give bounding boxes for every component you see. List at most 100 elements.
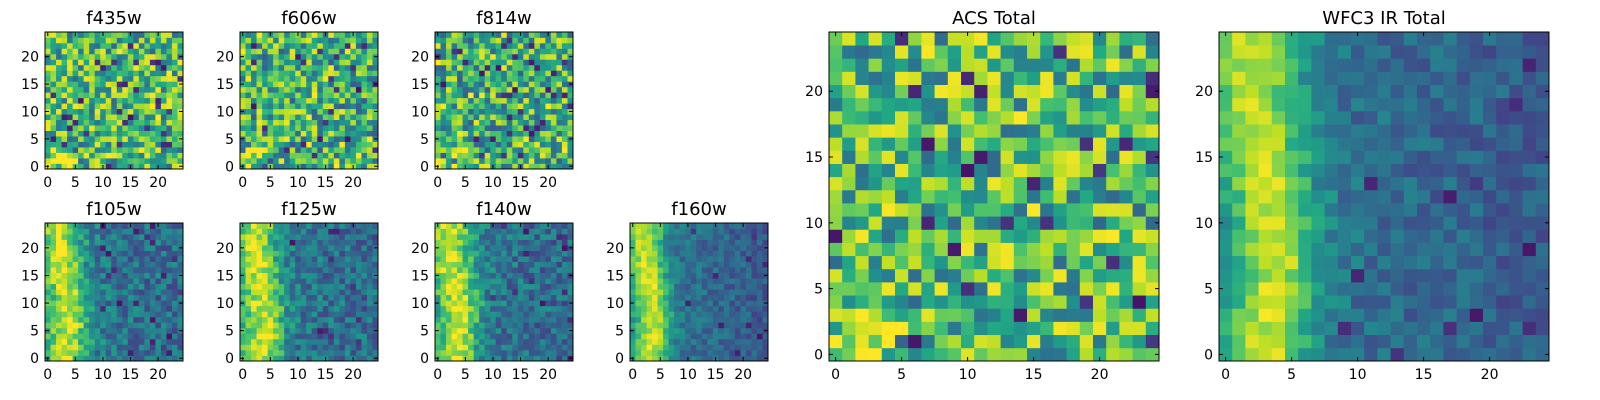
heatmap-cell bbox=[306, 272, 313, 279]
heatmap-cell bbox=[495, 152, 502, 159]
heatmap-cell bbox=[105, 223, 112, 229]
heatmap-cell bbox=[284, 81, 291, 88]
heatmap-cell bbox=[105, 256, 112, 262]
heatmap-cell bbox=[240, 311, 246, 318]
y-tick-label: 10 bbox=[216, 296, 234, 312]
heatmap-cell bbox=[50, 70, 57, 77]
heatmap-cell bbox=[446, 48, 452, 55]
heatmap-cell bbox=[306, 125, 313, 131]
heatmap-cell bbox=[1013, 282, 1028, 296]
heatmap-cell bbox=[67, 272, 73, 279]
heatmap-cell bbox=[657, 261, 664, 268]
heatmap-cell bbox=[149, 64, 156, 71]
heatmap-cell bbox=[122, 136, 129, 142]
heatmap-cell bbox=[317, 32, 324, 38]
heatmap-cell bbox=[322, 283, 329, 290]
heatmap-cell bbox=[685, 344, 692, 351]
heatmap-cell bbox=[718, 245, 725, 251]
heatmap-cell bbox=[729, 283, 736, 290]
heatmap-cell bbox=[457, 239, 463, 246]
heatmap-cell bbox=[111, 32, 118, 38]
heatmap-cells bbox=[829, 32, 1160, 362]
heatmap-cell bbox=[868, 242, 883, 257]
heatmap-cell bbox=[690, 245, 697, 251]
heatmap-cell bbox=[512, 59, 519, 66]
heatmap-cell bbox=[479, 344, 486, 351]
heatmap-cell bbox=[122, 42, 129, 49]
heatmap-cell bbox=[94, 158, 101, 164]
heatmap-cell bbox=[256, 53, 263, 60]
heatmap-cell bbox=[289, 114, 296, 121]
heatmap-cell bbox=[1132, 282, 1147, 296]
heatmap-cell bbox=[961, 308, 975, 322]
heatmap-cell bbox=[94, 75, 101, 82]
heatmap-cell bbox=[451, 92, 458, 99]
heatmap-cell bbox=[262, 70, 268, 77]
heatmap-cell bbox=[934, 216, 949, 230]
heatmap-cell bbox=[534, 267, 541, 274]
heatmap-cell bbox=[267, 311, 274, 318]
heatmap-cell bbox=[251, 283, 257, 290]
heatmap-cell bbox=[1093, 295, 1107, 309]
heatmap-cell bbox=[534, 327, 541, 334]
heatmap-cell bbox=[723, 305, 730, 312]
heatmap-cell bbox=[539, 64, 546, 71]
heatmap-cell bbox=[517, 327, 524, 334]
heatmap-cell bbox=[657, 300, 664, 307]
heatmap-cell bbox=[512, 245, 519, 251]
heatmap-cell bbox=[435, 147, 441, 153]
heatmap-cell bbox=[630, 278, 636, 285]
heatmap-cell bbox=[517, 300, 524, 307]
heatmap-cell bbox=[333, 294, 340, 301]
heatmap-cell bbox=[50, 250, 57, 257]
heatmap-cell bbox=[133, 256, 140, 262]
heatmap-cell bbox=[987, 347, 1001, 362]
heatmap-cell bbox=[908, 163, 922, 178]
heatmap-cell bbox=[457, 81, 463, 88]
heatmap-cell bbox=[78, 239, 84, 246]
heatmap-cell bbox=[495, 59, 502, 66]
heatmap-cell bbox=[745, 311, 752, 318]
heatmap-cell bbox=[490, 59, 497, 66]
heatmap-cell bbox=[539, 333, 546, 340]
heatmap-cell bbox=[855, 242, 869, 257]
heatmap-cell bbox=[267, 158, 274, 164]
heatmap-cell bbox=[50, 355, 57, 362]
heatmap-cell bbox=[712, 300, 719, 307]
heatmap-cell bbox=[361, 141, 368, 148]
heatmap-cell bbox=[89, 289, 96, 296]
heatmap-cell bbox=[630, 344, 636, 351]
heatmap-cell bbox=[1079, 189, 1094, 204]
heatmap-cell bbox=[550, 333, 557, 340]
heatmap-cell bbox=[144, 86, 151, 93]
heatmap-cell bbox=[171, 289, 178, 296]
heatmap-cell bbox=[561, 333, 568, 340]
heatmap-cell bbox=[723, 283, 730, 290]
heatmap-cell bbox=[517, 261, 524, 268]
heatmap-cell bbox=[256, 119, 263, 126]
heatmap-cell bbox=[72, 294, 79, 301]
heatmap-cell bbox=[355, 256, 362, 262]
heatmap-cell bbox=[457, 37, 463, 44]
heatmap-cell bbox=[155, 75, 162, 82]
heatmap-cell bbox=[868, 295, 883, 309]
heatmap-cell bbox=[284, 355, 291, 362]
heatmap-cell bbox=[528, 125, 535, 131]
heatmap-cell bbox=[116, 114, 123, 121]
heatmap-cell bbox=[67, 32, 73, 38]
heatmap-cell bbox=[729, 256, 736, 262]
heatmap-cell bbox=[67, 152, 73, 159]
heatmap-cell bbox=[333, 283, 340, 290]
heatmap-cell bbox=[262, 37, 268, 44]
heatmap-cell bbox=[289, 267, 296, 274]
heatmap-cell bbox=[657, 316, 664, 323]
heatmap-cell bbox=[160, 316, 167, 323]
heatmap-cell bbox=[350, 311, 357, 318]
heatmap-cell bbox=[83, 152, 90, 159]
heatmap-cell bbox=[78, 355, 84, 362]
heatmap-cell bbox=[256, 75, 263, 82]
heatmap-cell bbox=[295, 300, 302, 307]
heatmap-cell bbox=[344, 294, 351, 301]
heatmap-cell bbox=[278, 108, 285, 115]
heatmap-cell bbox=[545, 114, 552, 121]
